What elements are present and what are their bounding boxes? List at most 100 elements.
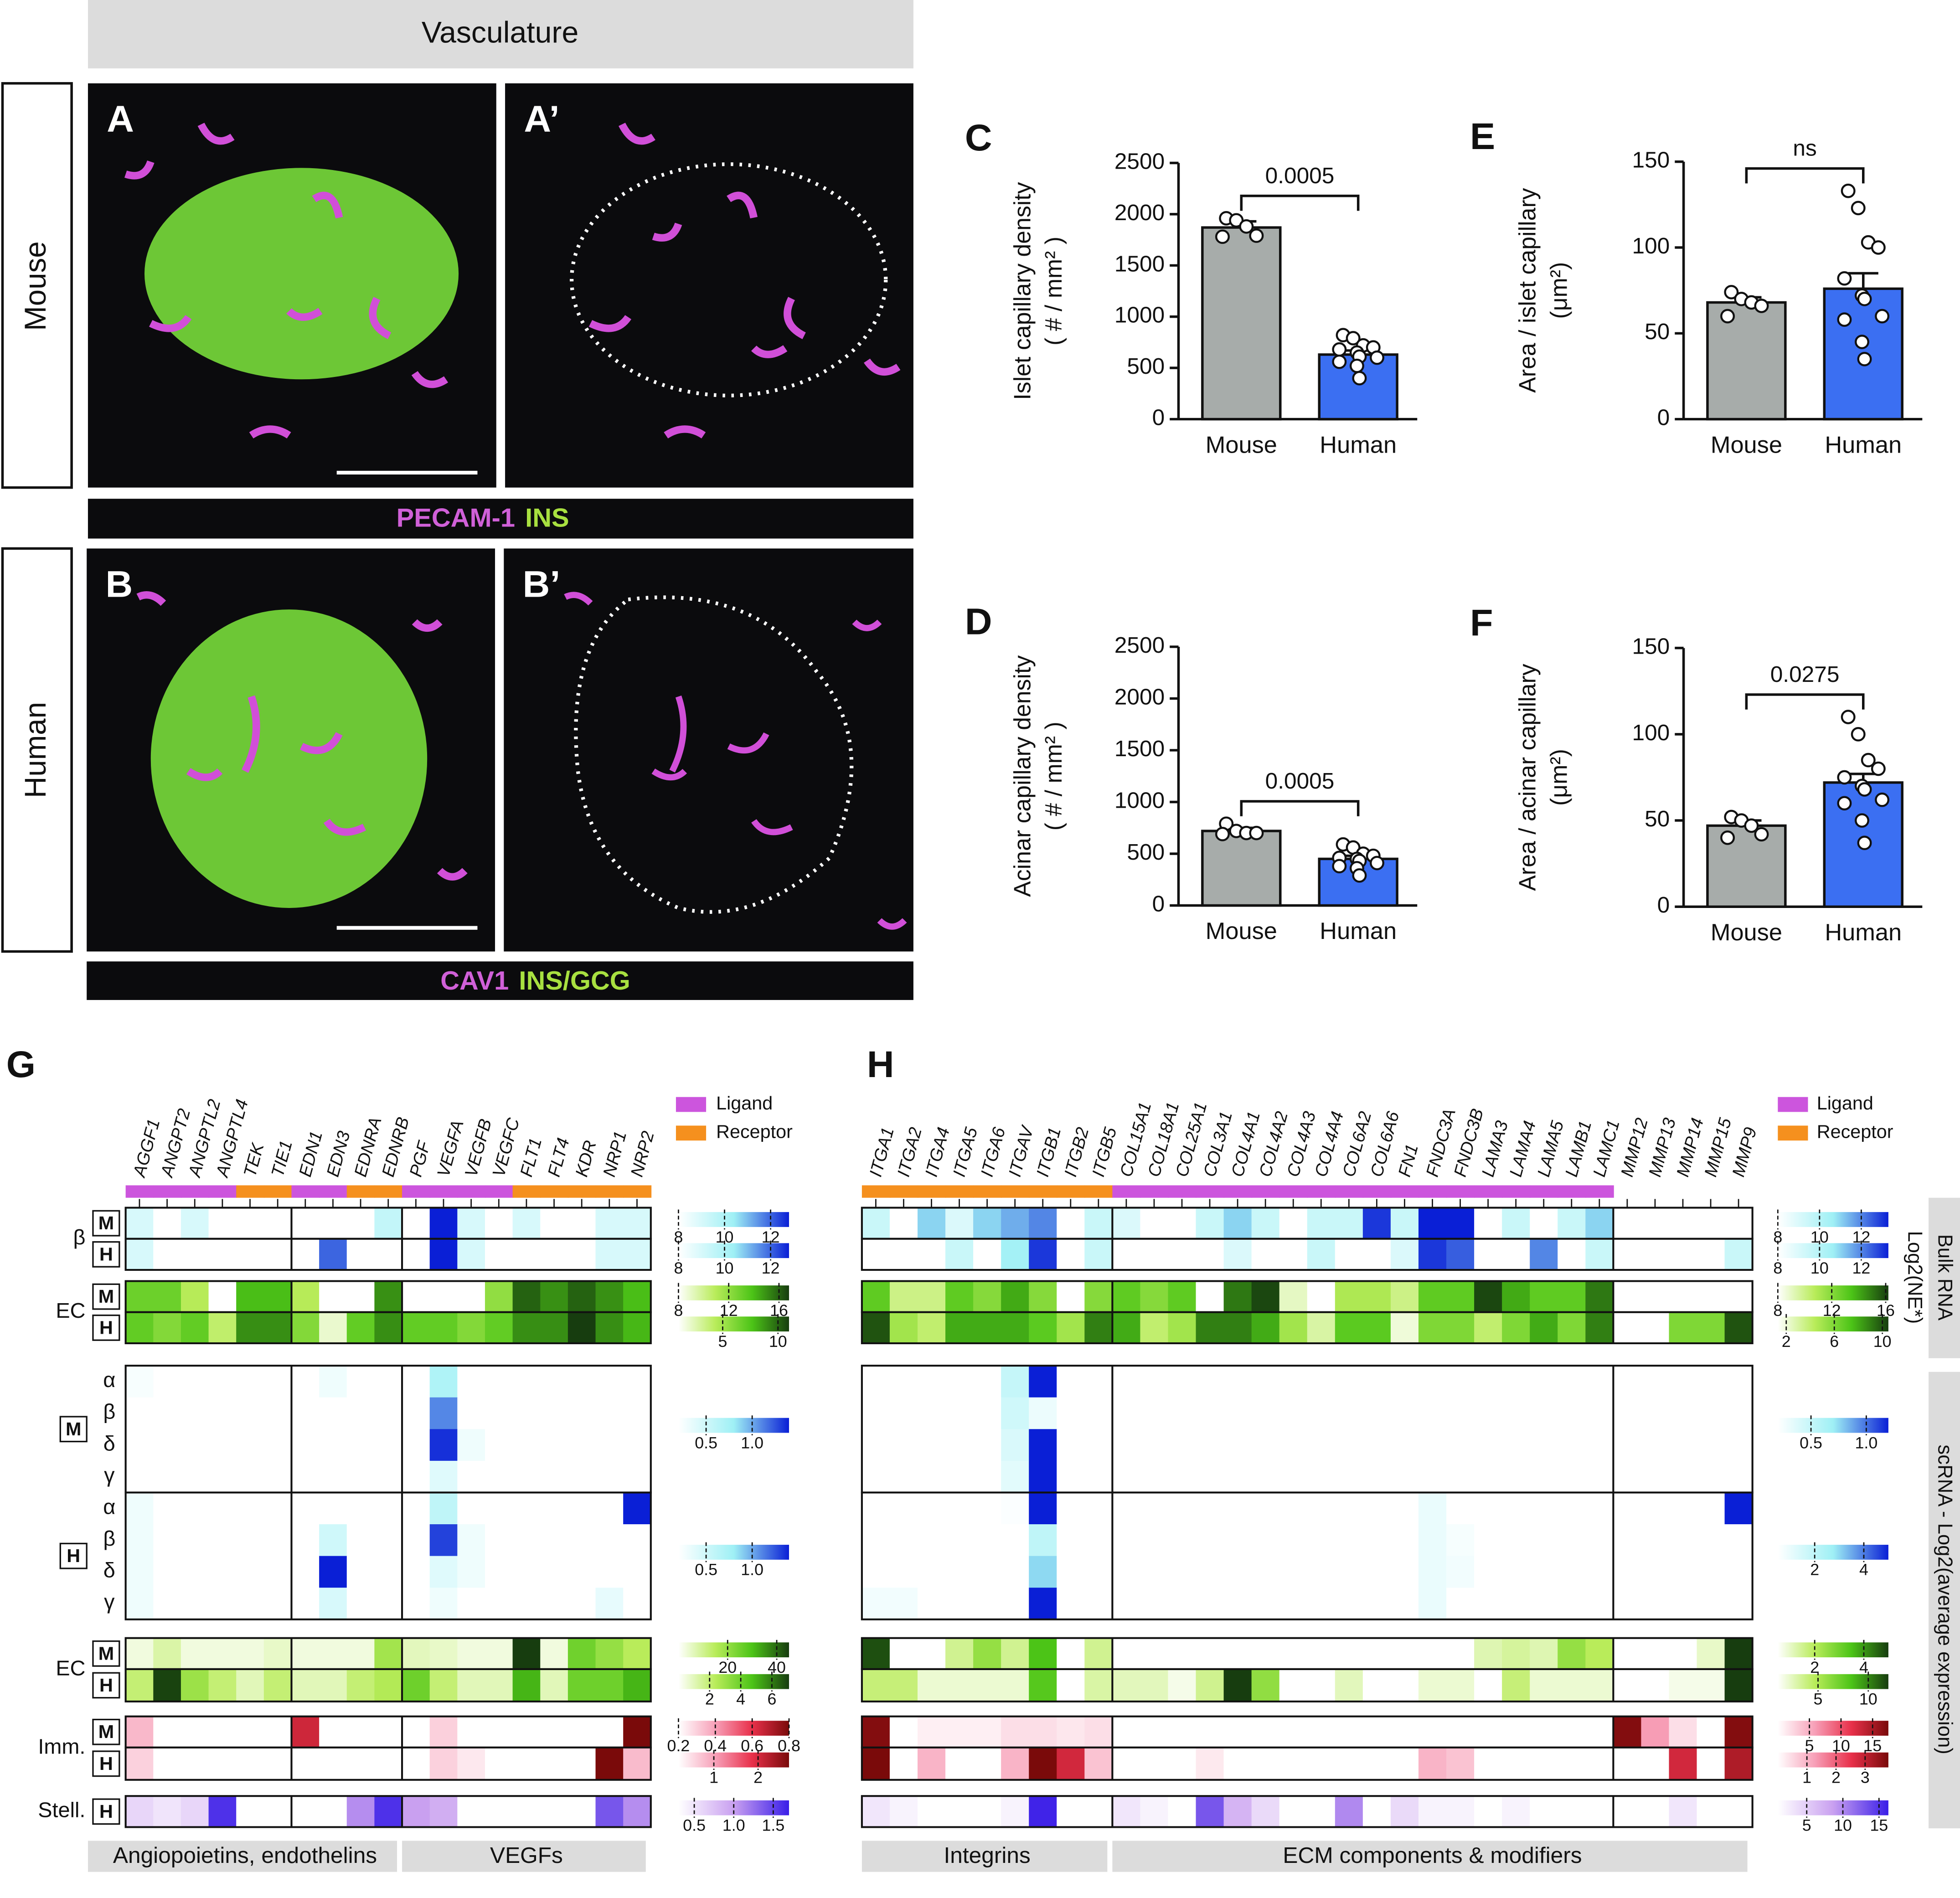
cell-type-label: δ bbox=[103, 1558, 115, 1582]
legend-swatch bbox=[676, 1097, 707, 1112]
colorbar bbox=[678, 1316, 789, 1332]
heatmap-cell bbox=[1335, 1796, 1363, 1828]
bar bbox=[1201, 830, 1282, 907]
species-label: H bbox=[67, 1545, 80, 1566]
heatmap-cell bbox=[208, 1429, 237, 1461]
heatmap-cell bbox=[623, 1716, 651, 1748]
significance-bracket bbox=[1745, 167, 1865, 184]
colorbar-tick-label: 4 bbox=[736, 1690, 745, 1708]
heatmap-cell bbox=[1724, 1638, 1753, 1670]
species-box bbox=[59, 1542, 88, 1569]
heatmap-cell bbox=[1613, 1281, 1642, 1313]
heatmap-cell bbox=[1057, 1460, 1085, 1493]
colorbar-tick-label: 15 bbox=[1870, 1816, 1888, 1835]
heatmap-cell bbox=[1613, 1669, 1642, 1702]
y-tick-label: 2000 bbox=[1114, 200, 1165, 225]
heatmap-cell bbox=[1362, 1747, 1392, 1780]
colorbar-tick-label: 2 bbox=[1810, 1561, 1819, 1579]
heatmap-cell bbox=[595, 1716, 624, 1748]
role-bar bbox=[595, 1185, 624, 1198]
heatmap-cell bbox=[1669, 1747, 1697, 1780]
species-label: M bbox=[98, 1286, 114, 1307]
heatmap-cell bbox=[263, 1238, 292, 1271]
heatmap-cell bbox=[1502, 1238, 1531, 1271]
heatmap-cell bbox=[181, 1429, 209, 1461]
heatmap-cell bbox=[1474, 1397, 1503, 1430]
heatmap-cell bbox=[291, 1524, 320, 1557]
heatmap-cell bbox=[567, 1397, 596, 1430]
gene-label: ITGA2 bbox=[893, 1125, 926, 1179]
colorbar-tick-label: 5 bbox=[1805, 1737, 1814, 1755]
heatmap-cell bbox=[1724, 1312, 1753, 1344]
heatmap-cell bbox=[1196, 1524, 1224, 1557]
heatmap-cell bbox=[567, 1492, 596, 1525]
colorbar-tick-label: 0.5 bbox=[695, 1561, 717, 1579]
heatmap-cell bbox=[1307, 1366, 1336, 1398]
heatmap-cell bbox=[918, 1638, 946, 1670]
heatmap-cell bbox=[125, 1716, 154, 1748]
heatmap-cell bbox=[1697, 1796, 1725, 1828]
heatmap-cell bbox=[1279, 1312, 1308, 1344]
heatmap-cell bbox=[1001, 1312, 1030, 1344]
heatmap-cell bbox=[429, 1366, 458, 1398]
heatmap-cell bbox=[429, 1312, 458, 1344]
heatmap-cell bbox=[945, 1669, 974, 1702]
heatmap-cell bbox=[346, 1556, 375, 1589]
heatmap-cell bbox=[291, 1460, 320, 1493]
heatmap-cell bbox=[1140, 1747, 1169, 1780]
colorbar-tick-label: 0.8 bbox=[778, 1737, 800, 1755]
role-bar bbox=[1362, 1185, 1392, 1198]
heatmap-cell bbox=[1335, 1669, 1363, 1702]
heatmap-cell bbox=[1530, 1460, 1558, 1493]
heatmap-cell bbox=[1251, 1366, 1280, 1398]
heatmap-cell bbox=[1585, 1716, 1614, 1748]
group-label: EC bbox=[56, 1299, 85, 1322]
heatmap-cell bbox=[1279, 1492, 1308, 1525]
x-tick-label: Human bbox=[1825, 432, 1902, 459]
gene-label: ITGA6 bbox=[977, 1125, 1010, 1179]
section-title: Vasculature bbox=[422, 15, 578, 49]
heatmap-cell bbox=[889, 1716, 918, 1748]
heatmap-cell bbox=[861, 1207, 891, 1239]
heatmap-cell bbox=[1585, 1397, 1614, 1430]
heatmap-cell bbox=[485, 1524, 513, 1557]
y-tick-label: 100 bbox=[1632, 720, 1670, 745]
heatmap-cell bbox=[540, 1716, 568, 1748]
y-tick-label: 1000 bbox=[1114, 303, 1165, 328]
heatmap-cell bbox=[1057, 1556, 1085, 1589]
heatmap-cell bbox=[945, 1638, 974, 1670]
heatmap-cell bbox=[512, 1238, 541, 1271]
heatmap-cell bbox=[1251, 1588, 1280, 1620]
heatmap-cell bbox=[153, 1747, 182, 1780]
colorbar-tick-label: 6 bbox=[767, 1690, 776, 1708]
heatmap-cell bbox=[1029, 1429, 1057, 1461]
heatmap-cell bbox=[918, 1492, 946, 1525]
heatmap-cell bbox=[485, 1716, 513, 1748]
heatmap-cell bbox=[973, 1638, 1002, 1670]
colorbar-tick-label: 10 bbox=[1832, 1737, 1850, 1755]
heatmap-cell bbox=[1390, 1588, 1419, 1620]
heatmap-cell bbox=[1697, 1747, 1725, 1780]
heatmap-cell bbox=[540, 1638, 568, 1670]
heatmap-cell bbox=[861, 1669, 891, 1702]
heatmap-cell bbox=[973, 1207, 1002, 1239]
species-box bbox=[92, 1750, 120, 1777]
heatmap-cell bbox=[1307, 1207, 1336, 1239]
heatmap-cell bbox=[1502, 1638, 1531, 1670]
group-label: β bbox=[73, 1225, 85, 1249]
heatmap-cell bbox=[1558, 1796, 1586, 1828]
heatmap-cell bbox=[1558, 1281, 1586, 1313]
micrograph: B bbox=[87, 548, 495, 952]
heatmap-cell bbox=[1140, 1207, 1169, 1239]
heatmap-cell bbox=[595, 1638, 624, 1670]
heatmap-cell bbox=[1641, 1796, 1670, 1828]
islet-stain bbox=[150, 609, 428, 908]
heatmap-cell bbox=[1724, 1588, 1753, 1620]
heatmap-cell bbox=[1223, 1588, 1252, 1620]
y-tick-label: 50 bbox=[1645, 319, 1670, 344]
heatmap-cell bbox=[1251, 1460, 1280, 1493]
heatmap-cell bbox=[263, 1556, 292, 1589]
data-point bbox=[1855, 335, 1869, 349]
heatmap-cell bbox=[1474, 1312, 1503, 1344]
heatmap-cell bbox=[1446, 1429, 1475, 1461]
